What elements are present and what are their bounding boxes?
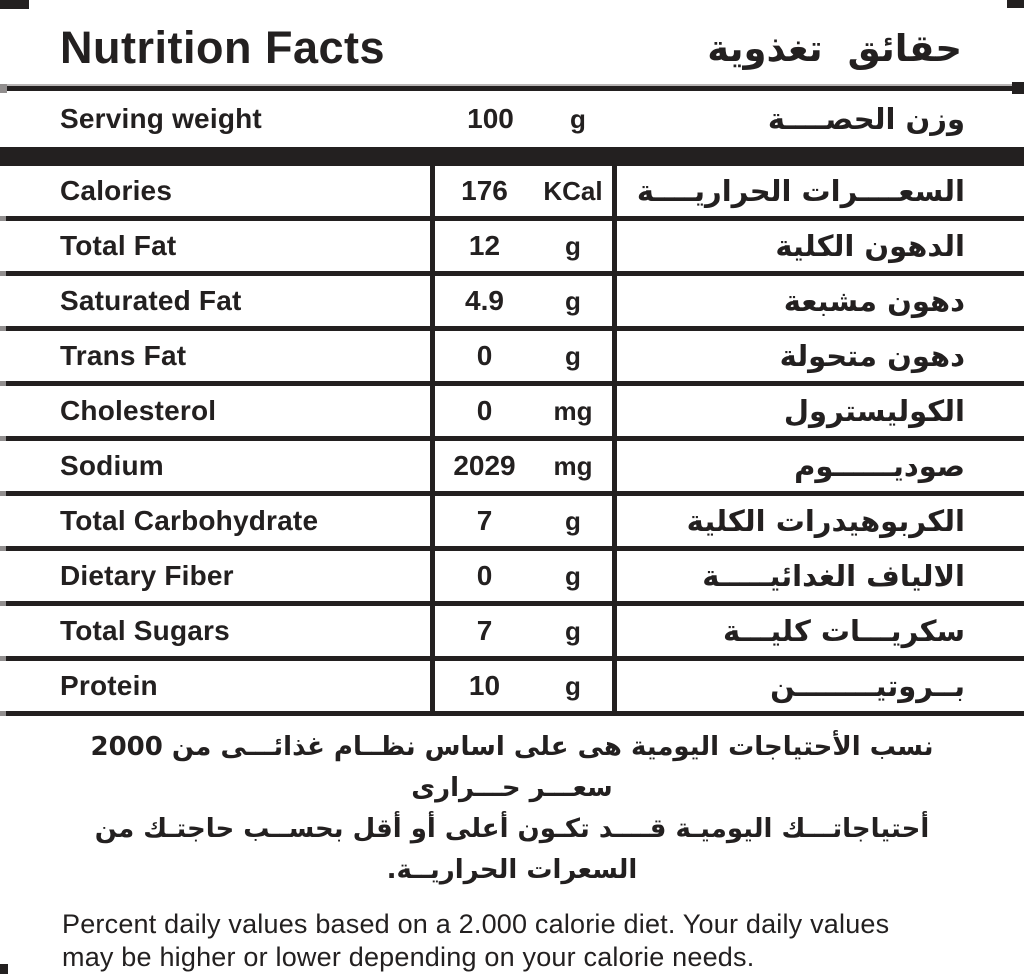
nutrient-name-en: Sodium — [60, 450, 164, 481]
top-left-corner-mark — [0, 0, 29, 9]
nutrient-name-en: Total Sugars — [60, 615, 230, 646]
nutrient-unit: g — [565, 670, 581, 701]
top-right-corner-mark — [1007, 0, 1024, 8]
nutrient-name-ar: سكريـــات كليـــة — [722, 614, 965, 648]
nutrient-name-ar: الالياف الغدائيـــــة — [702, 559, 965, 593]
title-english: Nutrition Facts — [60, 22, 386, 73]
bottom-left-corner-mark — [0, 964, 8, 974]
footnote-english-line2: may be higher or lower depending on your… — [62, 942, 755, 972]
nutrient-value: 2029 — [453, 450, 516, 481]
nutrient-value: 0 — [476, 560, 493, 591]
nutrient-table: Calories 176 KCal السعــــرات الحراريـــ… — [0, 166, 1024, 716]
nutrient-value-cell: 12 g — [430, 221, 617, 271]
table-row-total-carbohydrate: Total Carbohydrate 7 g الكربوهيدرات الكل… — [0, 496, 1024, 551]
label-header: Nutrition Facts حقائق تغذوية — [0, 0, 1024, 84]
serving-value: 100 — [467, 103, 514, 134]
nutrient-value-cell: 0 mg — [430, 386, 617, 436]
footnote-english: Percent daily values based on a 2.000 ca… — [0, 908, 1024, 974]
nutrient-value-cell: 2029 mg — [430, 441, 617, 491]
nutrient-value-cell: 0 g — [430, 551, 617, 601]
nutrient-value-cell: 7 g — [430, 496, 617, 546]
nutrient-value: 7 — [476, 505, 493, 536]
nutrient-name-ar: دهون متحولة — [779, 339, 965, 373]
nutrient-value-cell: 176 KCal — [430, 166, 617, 216]
nutrient-value-cell: 0 g — [430, 331, 617, 381]
nutrient-name-en: Cholesterol — [60, 395, 217, 426]
nutrient-unit: g — [565, 505, 581, 536]
nutrient-name-ar: السعــــرات الحراريــــة — [636, 174, 965, 208]
nutrient-value: 4.9 — [465, 285, 504, 316]
nutrient-unit: g — [565, 285, 581, 316]
table-row-trans-fat: Trans Fat 0 g دهون متحولة — [0, 331, 1024, 386]
footnote-english-line1: Percent daily values based on a 2.000 ca… — [62, 909, 890, 939]
nutrient-name-ar: بــروتيــــــــن — [770, 669, 965, 703]
footnote-arabic-line2: أحتياجاتـــك اليوميـة قــــد تكـون أعلى … — [94, 814, 930, 885]
serving-label-en: Serving weight — [60, 103, 262, 134]
nutrient-name-ar: الكربوهيدرات الكلية — [686, 504, 965, 538]
table-row-cholesterol: Cholesterol 0 mg الكوليسترول — [0, 386, 1024, 441]
nutrient-name-en: Calories — [60, 175, 173, 206]
nutrient-value: 0 — [476, 395, 493, 426]
nutrient-value: 12 — [468, 230, 501, 261]
nutrient-value: 176 — [461, 175, 508, 206]
nutrient-value: 10 — [468, 670, 501, 701]
table-row-protein: Protein 10 g بــروتيــــــــن — [0, 661, 1024, 716]
nutrient-name-ar: دهون مشبعة — [783, 284, 965, 318]
nutrient-unit: mg — [553, 450, 593, 481]
nutrient-unit: mg — [553, 395, 593, 426]
nutrient-value: 0 — [476, 340, 493, 371]
footnote-arabic-line1: نسب الأحتياجات اليومية هى على اساس نظــا… — [90, 732, 934, 803]
nutrient-name-en: Trans Fat — [60, 340, 187, 371]
nutrient-name-en: Protein — [60, 670, 158, 701]
serving-unit: g — [570, 103, 586, 134]
table-row-calories: Calories 176 KCal السعــــرات الحراريـــ… — [0, 166, 1024, 221]
table-row-saturated-fat: Saturated Fat 4.9 g دهون مشبعة — [0, 276, 1024, 331]
nutrient-name-en: Total Fat — [60, 230, 177, 261]
nutrient-name-ar: الدهون الكلية — [775, 229, 965, 263]
thick-divider-bar — [0, 147, 1024, 166]
serving-value-cell: 100 g — [430, 91, 617, 147]
nutrient-name-en: Total Carbohydrate — [60, 505, 319, 536]
nutrient-unit: g — [565, 560, 581, 591]
table-row-sodium: Sodium 2029 mg صوديــــــوم — [0, 441, 1024, 496]
nutrient-unit: g — [565, 230, 581, 261]
nutrient-name-ar: الكوليسترول — [783, 394, 965, 428]
serving-weight-row: Serving weight 100 g وزن الحصــــة — [0, 91, 1024, 147]
header-divider-rule — [0, 82, 1024, 94]
nutrient-value-cell: 4.9 g — [430, 276, 617, 326]
nutrient-name-en: Saturated Fat — [60, 285, 242, 316]
nutrient-name-en: Dietary Fiber — [60, 560, 234, 591]
table-row-dietary-fiber: Dietary Fiber 0 g الالياف الغدائيـــــة — [0, 551, 1024, 606]
nutrient-name-ar: صوديــــــوم — [794, 449, 965, 483]
nutrient-value-cell: 10 g — [430, 661, 617, 711]
nutrient-unit: g — [565, 615, 581, 646]
title-arabic: حقائق تغذوية — [707, 26, 962, 70]
table-row-total-fat: Total Fat 12 g الدهون الكلية — [0, 221, 1024, 276]
nutrient-value: 7 — [476, 615, 493, 646]
nutrient-unit: g — [565, 340, 581, 371]
nutrient-value-cell: 7 g — [430, 606, 617, 656]
nutrient-unit: KCal — [543, 175, 603, 206]
footnote-arabic: نسب الأحتياجات اليومية هى على اساس نظــا… — [0, 727, 1024, 891]
table-row-total-sugars: Total Sugars 7 g سكريـــات كليـــة — [0, 606, 1024, 661]
serving-label-ar: وزن الحصــــة — [767, 102, 965, 136]
